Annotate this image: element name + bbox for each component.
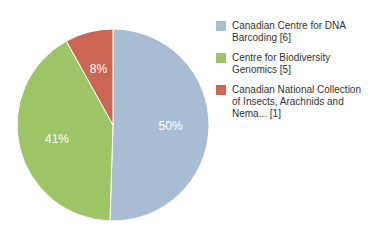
html-text:Genomics [5]: Genomics [5] (232, 64, 291, 75)
html-text:Canadian Centre for DNA: Canadian Centre for DNA (232, 20, 346, 31)
html-text:Canadian National Collection: Canadian National Collection (232, 84, 361, 95)
html-text:of Insects, Arachnids and: of Insects, Arachnids and (232, 96, 344, 107)
html-text:Nema... [1]: Nema... [1] (232, 108, 281, 119)
html-text:Centre for Biodiversity: Centre for Biodiversity (232, 52, 331, 63)
svg-text:8%: 8% (90, 62, 108, 76)
html-text:Barcoding [6]: Barcoding [6] (232, 32, 291, 43)
svg-text:41%: 41% (45, 132, 69, 146)
svg-text:50%: 50% (159, 119, 183, 133)
